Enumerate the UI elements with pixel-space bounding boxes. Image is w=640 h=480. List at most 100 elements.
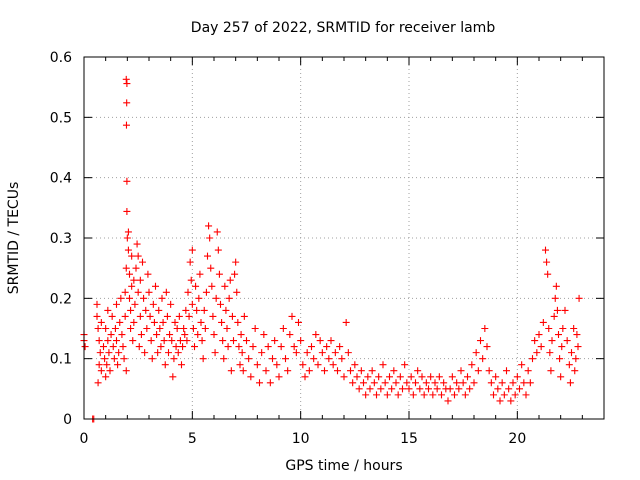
data-point — [472, 349, 480, 357]
data-point — [379, 361, 387, 369]
data-point — [483, 343, 491, 351]
data-point — [152, 282, 159, 290]
data-point — [145, 288, 153, 296]
data-point — [165, 349, 172, 357]
data-point — [126, 294, 133, 302]
data-point — [221, 282, 229, 290]
data-point — [137, 331, 145, 339]
data-point — [159, 318, 167, 326]
data-point — [392, 379, 400, 387]
data-point — [485, 367, 493, 375]
data-point — [511, 391, 519, 399]
data-point — [453, 379, 461, 387]
data-point — [204, 252, 211, 260]
data-point — [418, 373, 426, 381]
data-point — [507, 397, 515, 405]
data-point — [542, 246, 549, 254]
plot-frame — [83, 56, 605, 420]
data-point — [202, 288, 210, 296]
data-point — [95, 337, 103, 345]
data-point — [179, 343, 187, 351]
data-point — [239, 367, 247, 375]
x-tick-label: 20 — [508, 431, 526, 447]
data-point — [130, 318, 138, 326]
data-point — [120, 355, 128, 363]
data-point — [288, 312, 296, 320]
data-point — [277, 343, 285, 351]
data-point — [559, 325, 567, 332]
data-point — [128, 252, 136, 260]
data-point — [119, 343, 127, 351]
data-point — [144, 270, 152, 278]
data-point — [550, 312, 558, 320]
data-point — [299, 361, 307, 369]
data-points — [80, 75, 583, 423]
data-point — [338, 355, 346, 363]
data-point — [243, 337, 250, 345]
data-point — [81, 343, 89, 351]
data-point — [557, 373, 565, 381]
data-point — [116, 318, 124, 326]
data-point — [94, 325, 102, 332]
data-point — [416, 385, 424, 393]
data-point — [570, 325, 578, 332]
data-point — [429, 391, 437, 399]
data-point — [474, 367, 482, 375]
data-point — [435, 373, 443, 381]
data-point — [448, 373, 456, 381]
y-tick-label: 0.3 — [50, 231, 72, 247]
data-point — [146, 312, 154, 320]
data-point — [401, 361, 409, 369]
data-point — [123, 177, 131, 185]
data-point — [122, 264, 130, 272]
x-axis-label: GPS time / hours — [285, 458, 402, 474]
data-point — [197, 318, 205, 326]
data-point — [207, 264, 215, 272]
data-point — [284, 367, 292, 375]
data-point — [141, 349, 149, 357]
data-point — [173, 325, 181, 332]
data-point — [134, 252, 142, 260]
data-point — [362, 391, 370, 399]
data-point — [194, 331, 202, 339]
data-point — [334, 367, 341, 375]
data-point — [157, 343, 165, 351]
data-point — [535, 331, 543, 339]
data-point — [446, 385, 454, 393]
data-point — [548, 337, 556, 345]
data-point — [377, 385, 385, 393]
data-point — [329, 361, 337, 369]
y-tick-label: 0.6 — [50, 50, 72, 66]
y-tick-label: 0.5 — [50, 110, 72, 126]
data-point — [107, 331, 115, 339]
data-point — [236, 361, 244, 369]
data-point — [253, 361, 261, 369]
data-point — [193, 306, 201, 314]
data-point — [220, 355, 228, 363]
data-point — [487, 379, 495, 387]
data-point — [147, 337, 155, 345]
data-point — [531, 337, 539, 345]
data-point — [273, 361, 281, 369]
data-point — [370, 379, 378, 387]
data-point — [139, 258, 146, 266]
data-point — [561, 306, 569, 314]
data-point — [498, 379, 506, 387]
data-point — [121, 312, 129, 320]
data-point — [547, 367, 555, 375]
data-point — [183, 337, 191, 345]
data-point — [172, 343, 180, 351]
data-point — [390, 367, 398, 375]
data-point — [318, 349, 326, 357]
y-axis-label: SRMTID / TECUs — [6, 182, 22, 295]
data-point — [308, 343, 315, 351]
data-point — [516, 385, 523, 393]
data-point — [427, 373, 435, 381]
data-point — [196, 270, 204, 278]
data-point — [459, 379, 467, 387]
data-point — [184, 288, 192, 296]
data-point — [558, 343, 566, 351]
data-point — [129, 337, 137, 345]
data-point — [97, 367, 105, 375]
data-point — [546, 349, 554, 357]
